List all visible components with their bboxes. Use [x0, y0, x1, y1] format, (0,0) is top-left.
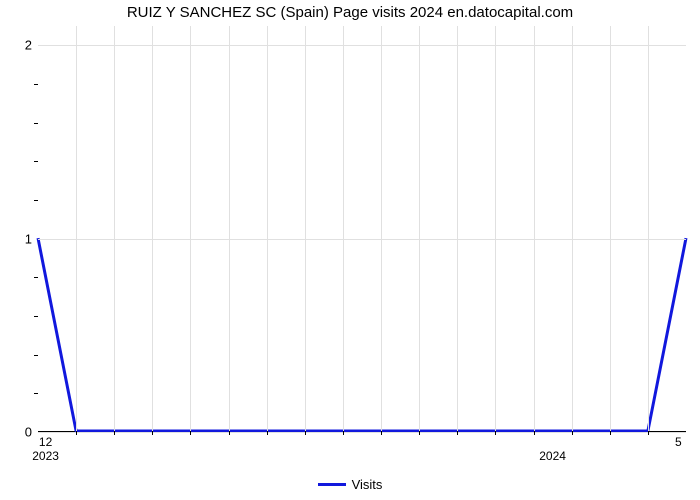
- gridline-vertical: [381, 26, 382, 431]
- gridline-horizontal: [38, 239, 686, 240]
- gridline-vertical: [267, 26, 268, 431]
- y-minor-tick: [34, 393, 38, 394]
- y-minor-tick: [34, 200, 38, 201]
- x-minor-tick: [114, 431, 115, 435]
- x-minor-tick: [76, 431, 77, 435]
- x-minor-tick: [648, 431, 649, 435]
- chart-container: { "chart": { "type": "line", "title": "R…: [0, 0, 700, 500]
- gridline-vertical: [457, 26, 458, 431]
- x-minor-tick: [229, 431, 230, 435]
- x-minor-tick: [572, 431, 573, 435]
- gridline-vertical: [190, 26, 191, 431]
- gridline-vertical: [229, 26, 230, 431]
- gridline-vertical: [152, 26, 153, 431]
- legend-swatch: [318, 483, 346, 486]
- gridline-vertical: [534, 26, 535, 431]
- y-tick-label: 2: [25, 38, 38, 53]
- y-minor-tick: [34, 355, 38, 356]
- x-minor-tick: [534, 431, 535, 435]
- x-tick-label-year: 2024: [539, 431, 566, 463]
- x-minor-tick: [419, 431, 420, 435]
- gridline-vertical: [419, 26, 420, 431]
- legend-label: Visits: [352, 477, 383, 492]
- x-minor-tick: [495, 431, 496, 435]
- y-minor-tick: [34, 123, 38, 124]
- legend: Visits: [0, 476, 700, 492]
- x-minor-tick: [343, 431, 344, 435]
- gridline-vertical: [305, 26, 306, 431]
- y-minor-tick: [34, 277, 38, 278]
- line-series: [38, 26, 686, 431]
- x-minor-tick: [610, 431, 611, 435]
- gridline-horizontal: [38, 432, 686, 433]
- gridline-vertical: [114, 26, 115, 431]
- visits-line: [38, 238, 686, 431]
- gridline-vertical: [76, 26, 77, 431]
- x-minor-tick: [152, 431, 153, 435]
- y-tick-label: 1: [25, 231, 38, 246]
- plot-area: 01212520232024: [38, 26, 686, 432]
- y-minor-tick: [34, 161, 38, 162]
- y-minor-tick: [34, 84, 38, 85]
- y-minor-tick: [34, 316, 38, 317]
- gridline-vertical: [610, 26, 611, 431]
- x-minor-tick: [267, 431, 268, 435]
- x-tick-label: 5: [675, 431, 682, 449]
- x-minor-tick: [381, 431, 382, 435]
- x-minor-tick: [305, 431, 306, 435]
- gridline-vertical: [343, 26, 344, 431]
- gridline-vertical: [572, 26, 573, 431]
- gridline-horizontal: [38, 45, 686, 46]
- x-minor-tick: [190, 431, 191, 435]
- chart-title: RUIZ Y SANCHEZ SC (Spain) Page visits 20…: [0, 4, 700, 21]
- gridline-vertical: [648, 26, 649, 431]
- x-minor-tick: [457, 431, 458, 435]
- gridline-vertical: [495, 26, 496, 431]
- x-tick-label-year: 2023: [32, 431, 59, 463]
